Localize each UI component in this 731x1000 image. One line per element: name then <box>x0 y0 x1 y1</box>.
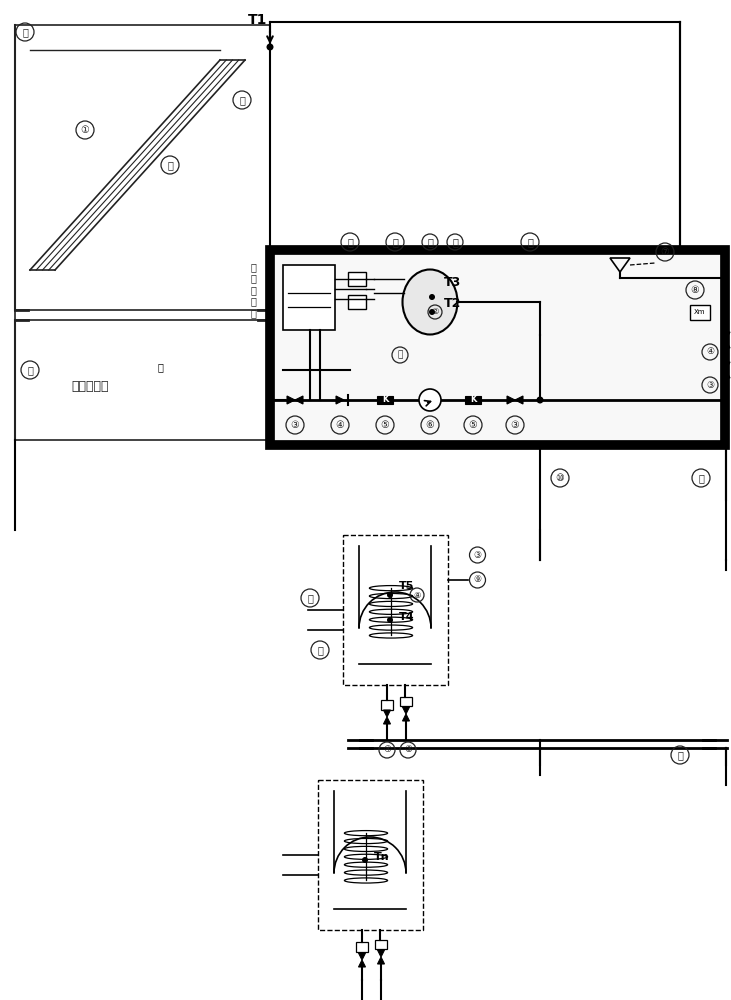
Polygon shape <box>403 714 409 721</box>
Text: ④: ④ <box>383 746 391 754</box>
Bar <box>15 25 270 440</box>
Text: ⑳: ⑳ <box>22 27 28 37</box>
Text: ⑦: ⑦ <box>661 247 670 257</box>
Text: ⑩: ⑩ <box>556 473 564 483</box>
Polygon shape <box>377 950 385 957</box>
Circle shape <box>387 592 393 598</box>
Text: Tn: Tn <box>374 852 390 862</box>
Polygon shape <box>507 396 515 404</box>
Text: ⑰: ⑰ <box>157 362 163 372</box>
Bar <box>377 396 393 404</box>
Polygon shape <box>722 332 730 340</box>
Bar <box>283 265 335 330</box>
Circle shape <box>267 43 273 50</box>
Text: ⑮: ⑮ <box>27 365 33 375</box>
Text: T3: T3 <box>444 276 461 289</box>
Circle shape <box>537 396 544 403</box>
Text: ⑥: ⑥ <box>425 420 434 430</box>
Text: Xm: Xm <box>694 309 705 315</box>
Bar <box>690 305 710 320</box>
Circle shape <box>429 294 435 300</box>
Text: ⑧: ⑧ <box>691 285 700 295</box>
Text: ②: ② <box>431 308 439 316</box>
Text: ㉑: ㉑ <box>527 237 533 247</box>
Polygon shape <box>515 396 523 404</box>
Polygon shape <box>358 953 366 960</box>
Bar <box>270 250 725 445</box>
Polygon shape <box>403 707 409 714</box>
Text: ①: ① <box>80 125 89 135</box>
Text: 储
液
（
水
）: 储 液 （ 水 ） <box>250 262 256 318</box>
Text: ⑤: ⑤ <box>469 420 477 430</box>
Text: ㉓: ㉓ <box>452 237 458 247</box>
Text: ⑤: ⑤ <box>381 420 390 430</box>
Text: ⑲: ⑲ <box>347 237 353 247</box>
Text: ⑱: ⑱ <box>398 351 403 360</box>
Circle shape <box>419 389 441 411</box>
Polygon shape <box>358 960 366 967</box>
Text: ㉔: ㉔ <box>677 750 683 760</box>
Bar <box>343 535 447 685</box>
Circle shape <box>429 309 435 315</box>
Text: ㉒: ㉒ <box>427 237 433 247</box>
Text: K: K <box>382 395 388 404</box>
Text: 热媒（水）: 热媒（水） <box>71 380 109 393</box>
Polygon shape <box>384 710 390 717</box>
Text: ⑪: ⑪ <box>698 473 704 483</box>
Circle shape <box>362 857 368 863</box>
Text: K: K <box>470 395 476 404</box>
Text: ⑫: ⑫ <box>307 593 313 603</box>
Text: T1: T1 <box>248 13 268 27</box>
Bar <box>375 940 387 949</box>
Polygon shape <box>287 396 295 404</box>
Ellipse shape <box>403 269 458 334</box>
Bar <box>400 697 412 706</box>
Bar <box>381 700 393 710</box>
Bar <box>348 295 366 309</box>
Text: ③: ③ <box>474 550 482 560</box>
Polygon shape <box>722 370 730 378</box>
Polygon shape <box>384 717 390 724</box>
Bar <box>356 942 368 952</box>
Text: ⑨: ⑨ <box>474 576 482 584</box>
Text: ③: ③ <box>706 380 714 389</box>
Text: ⑧: ⑧ <box>413 590 421 599</box>
Polygon shape <box>336 396 344 404</box>
Bar <box>348 272 366 286</box>
Bar <box>465 396 481 404</box>
Polygon shape <box>295 396 303 404</box>
Text: ③: ③ <box>511 420 519 430</box>
Text: ⑰: ⑰ <box>239 95 245 105</box>
Text: ③: ③ <box>291 420 300 430</box>
Polygon shape <box>722 340 730 348</box>
Polygon shape <box>377 957 385 964</box>
Text: ⑬: ⑬ <box>317 645 323 655</box>
Text: ④: ④ <box>336 420 344 430</box>
Circle shape <box>387 617 393 623</box>
Text: ④: ④ <box>706 348 714 357</box>
Text: ⑭: ⑭ <box>392 237 398 247</box>
Bar <box>317 780 423 930</box>
Text: ③: ③ <box>404 746 412 754</box>
Text: ⑯: ⑯ <box>167 160 173 170</box>
Polygon shape <box>722 362 730 370</box>
Text: T2: T2 <box>444 297 461 310</box>
Text: T4: T4 <box>399 612 414 622</box>
Text: T5: T5 <box>399 581 414 591</box>
